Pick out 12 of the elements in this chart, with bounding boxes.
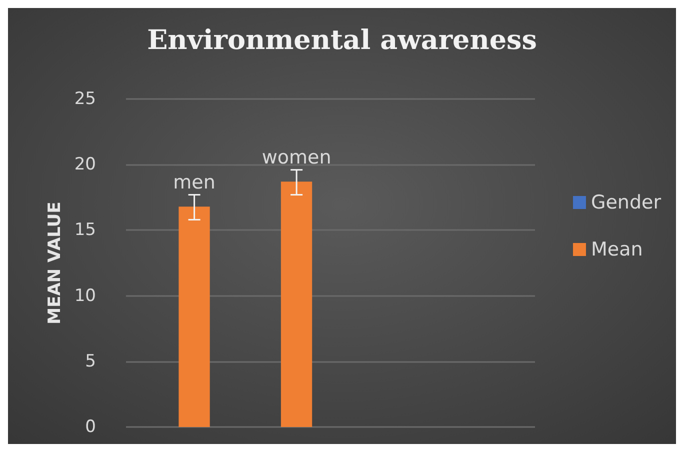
y-tick-label: 15 — [74, 220, 96, 240]
data-label: women — [262, 146, 332, 168]
y-tick-label: 25 — [74, 89, 96, 109]
y-tick-label: 10 — [74, 286, 96, 306]
legend-label: Gender — [590, 192, 662, 214]
y-tick-label: 0 — [85, 417, 96, 437]
data-label: men — [173, 171, 216, 194]
chart-title: Environmental awareness — [147, 25, 537, 56]
legend-label: Mean — [590, 238, 643, 260]
y-tick-label: 20 — [74, 154, 96, 175]
y-axis-title: MEAN VALUE — [44, 202, 65, 324]
y-tick-label: 5 — [85, 351, 96, 372]
